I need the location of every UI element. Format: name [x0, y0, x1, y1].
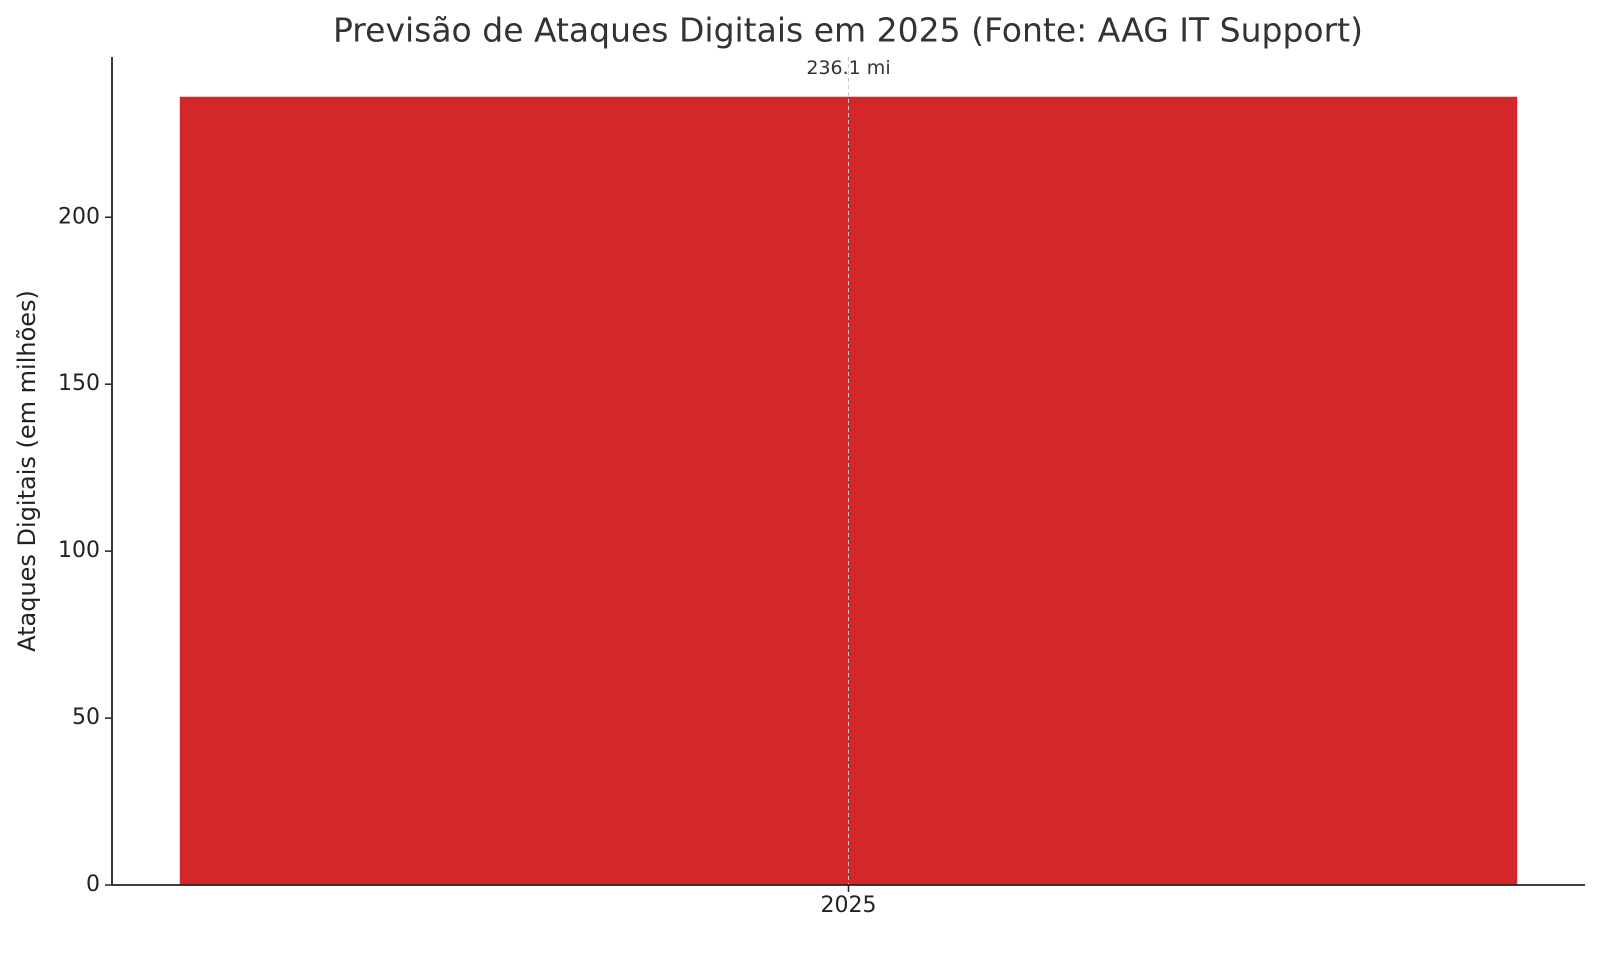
chart-title: Previsão de Ataques Digitais em 2025 (Fo…: [333, 11, 1363, 50]
y-tick-label: 0: [86, 872, 100, 897]
y-tick-label: 150: [58, 371, 100, 396]
y-tick-label: 50: [72, 705, 100, 730]
value-label: 236.1 mi: [806, 57, 890, 79]
y-axis-label: Ataques Digitais (em milhões): [13, 290, 41, 652]
y-tick-label: 200: [58, 204, 100, 229]
x-tick-label: 2025: [821, 893, 877, 918]
y-tick-label: 100: [58, 538, 100, 563]
